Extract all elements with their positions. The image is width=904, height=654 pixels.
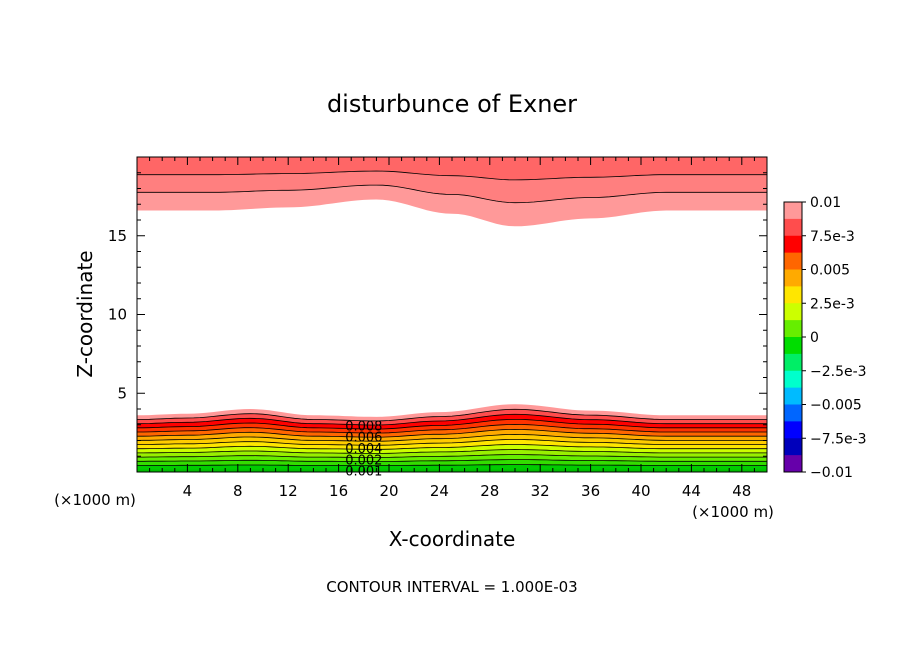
contour-label: 0.008 <box>345 419 382 434</box>
colorbar-swatch <box>784 303 802 321</box>
colorbar-swatch <box>784 370 802 389</box>
colorbar: 0.01 7.5e-3 0.005 2.5e-3 0 −2.5e-3 −0.005 −7.5e… <box>783 195 867 481</box>
colorbar-swatch <box>784 269 802 287</box>
y-tick-label: 10 <box>108 306 127 324</box>
colorbar-swatch <box>784 252 802 270</box>
colorbar-swatch <box>784 286 802 304</box>
colorbar-swatch <box>784 455 802 473</box>
colorbar-label: −0.005 <box>810 398 862 414</box>
colorbar-swatch <box>784 337 802 355</box>
colorbar-swatch <box>784 438 802 456</box>
colorbar-swatch <box>784 404 802 422</box>
lower-contour-line <box>136 408 767 422</box>
x-axis-label: X-coordinate <box>389 527 516 551</box>
colorbar-swatch <box>784 202 802 220</box>
x-tick-label: 12 <box>279 482 298 500</box>
upper-contour-line <box>137 170 767 181</box>
colorbar-label: 0.01 <box>810 195 841 211</box>
lower-contour-line <box>137 423 767 434</box>
y-axis: 5 10 15 <box>108 156 767 473</box>
contour-label: 0.002 <box>345 453 382 468</box>
lower-contour-line <box>136 433 767 442</box>
x-unit-label-right: (×1000 m) <box>692 503 774 521</box>
x-tick-label: 36 <box>581 482 600 500</box>
colorbar-swatch <box>784 235 802 254</box>
x-tick-label: 8 <box>233 482 243 500</box>
lower-contour-line <box>136 439 767 446</box>
contour-label: 0.006 <box>345 431 382 446</box>
colorbar-label: 7.5e-3 <box>810 229 855 245</box>
upper-contour-line <box>137 184 767 204</box>
y-tick-label: 15 <box>108 227 127 245</box>
x-tick-label: 44 <box>682 482 701 500</box>
upper-contour-band <box>137 157 767 181</box>
colorbar-label: −0.01 <box>810 465 853 481</box>
y-tick-label: 5 <box>117 384 127 402</box>
x-unit-label-left: (×1000 m) <box>54 491 136 509</box>
lower-contour-line <box>136 413 767 426</box>
x-tick-label: 48 <box>732 482 751 500</box>
lower-contour-line <box>137 454 767 458</box>
x-axis: 4 8 12 16 20 24 28 32 36 40 44 48 <box>136 157 768 500</box>
colorbar-label: 0.005 <box>810 263 850 279</box>
x-tick-label: 4 <box>183 482 193 500</box>
chart-title: disturbunce of Exner <box>327 90 577 118</box>
colorbar-label: 2.5e-3 <box>810 296 855 312</box>
x-tick-label: 28 <box>480 482 499 500</box>
plot-area <box>136 157 767 472</box>
lower-contour-line <box>137 419 767 430</box>
x-tick-label: 32 <box>531 482 550 500</box>
x-tick-label: 16 <box>329 482 348 500</box>
lower-contour-line <box>137 459 767 462</box>
colorbar-label: −7.5e-3 <box>810 431 867 447</box>
contour-label: 0.001 <box>345 465 382 480</box>
x-tick-label: 24 <box>430 482 449 500</box>
colorbar-swatch <box>784 353 802 372</box>
colorbar-swatch <box>784 320 802 338</box>
contour-interval-footer: CONTOUR INTERVAL = 1.000E-03 <box>326 578 577 596</box>
colorbar-label: 0 <box>810 330 819 346</box>
colorbar-swatch <box>784 421 802 439</box>
y-axis-label: Z-coordinate <box>73 250 97 377</box>
x-tick-label: 20 <box>379 482 398 500</box>
x-tick-label: 40 <box>631 482 650 500</box>
colorbar-label: −2.5e-3 <box>810 364 867 380</box>
lower-contour-line <box>137 464 767 466</box>
colorbar-swatch <box>784 218 802 237</box>
lower-contour-line <box>137 444 767 450</box>
lower-contour-line <box>137 449 767 454</box>
contour-label: 0.004 <box>345 442 382 457</box>
lower-contour-line <box>137 428 767 438</box>
colorbar-swatch <box>784 387 802 405</box>
